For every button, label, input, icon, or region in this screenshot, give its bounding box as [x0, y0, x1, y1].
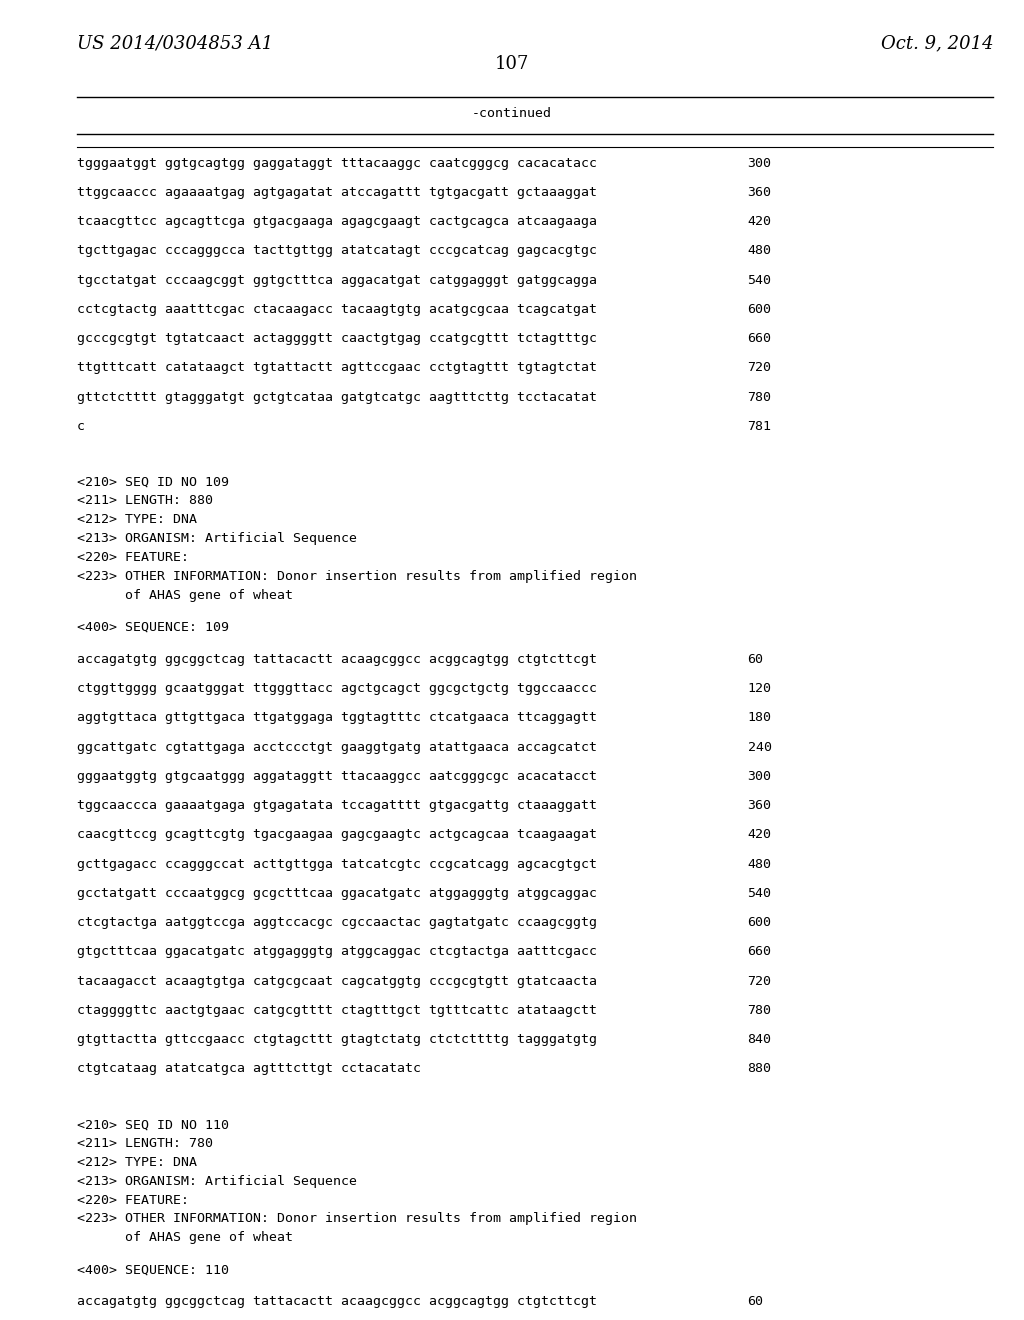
Text: gcccgcgtgt tgtatcaact actaggggtt caactgtgag ccatgcgttt tctagtttgc: gcccgcgtgt tgtatcaact actaggggtt caactgt… [77, 333, 597, 346]
Text: c: c [77, 420, 85, 433]
Text: <212> TYPE: DNA: <212> TYPE: DNA [77, 1156, 197, 1168]
Text: 120: 120 [748, 682, 771, 696]
Text: 480: 480 [748, 858, 771, 871]
Text: ctcgtactga aatggtccga aggtccacgc cgccaactac gagtatgatc ccaagcggtg: ctcgtactga aatggtccga aggtccacgc cgccaac… [77, 916, 597, 929]
Text: <211> LENGTH: 780: <211> LENGTH: 780 [77, 1137, 213, 1150]
Text: tcaacgttcc agcagttcga gtgacgaaga agagcgaagt cactgcagca atcaagaaga: tcaacgttcc agcagttcga gtgacgaaga agagcga… [77, 215, 597, 228]
Text: ttggcaaccc agaaaatgag agtgagatat atccagattt tgtgacgatt gctaaaggat: ttggcaaccc agaaaatgag agtgagatat atccaga… [77, 186, 597, 199]
Text: 420: 420 [748, 829, 771, 841]
Text: ctggttgggg gcaatgggat ttgggttacc agctgcagct ggcgctgctg tggccaaccc: ctggttgggg gcaatgggat ttgggttacc agctgca… [77, 682, 597, 696]
Text: ggcattgatc cgtattgaga acctccctgt gaaggtgatg atattgaaca accagcatct: ggcattgatc cgtattgaga acctccctgt gaaggtg… [77, 741, 597, 754]
Text: -continued: -continued [472, 107, 552, 120]
Text: Oct. 9, 2014: Oct. 9, 2014 [881, 34, 993, 51]
Text: tgcttgagac cccagggcca tacttgttgg atatcatagt cccgcatcag gagcacgtgc: tgcttgagac cccagggcca tacttgttgg atatcat… [77, 244, 597, 257]
Text: <220> FEATURE:: <220> FEATURE: [77, 1193, 188, 1206]
Text: 60: 60 [748, 1295, 764, 1308]
Text: 660: 660 [748, 333, 771, 346]
Text: US 2014/0304853 A1: US 2014/0304853 A1 [77, 34, 273, 51]
Text: gcctatgatt cccaatggcg gcgctttcaa ggacatgatc atggagggtg atggcaggac: gcctatgatt cccaatggcg gcgctttcaa ggacatg… [77, 887, 597, 900]
Text: <212> TYPE: DNA: <212> TYPE: DNA [77, 513, 197, 527]
Text: cctcgtactg aaatttcgac ctacaagacc tacaagtgtg acatgcgcaa tcagcatgat: cctcgtactg aaatttcgac ctacaagacc tacaagt… [77, 304, 597, 315]
Text: <223> OTHER INFORMATION: Donor insertion results from amplified region: <223> OTHER INFORMATION: Donor insertion… [77, 570, 637, 583]
Text: <400> SEQUENCE: 109: <400> SEQUENCE: 109 [77, 620, 228, 634]
Text: <220> FEATURE:: <220> FEATURE: [77, 550, 188, 564]
Text: <213> ORGANISM: Artificial Sequence: <213> ORGANISM: Artificial Sequence [77, 532, 356, 545]
Text: 660: 660 [748, 945, 771, 958]
Text: gcttgagacc ccagggccat acttgttgga tatcatcgtc ccgcatcagg agcacgtgct: gcttgagacc ccagggccat acttgttgga tatcatc… [77, 858, 597, 871]
Text: tgggaatggt ggtgcagtgg gaggataggt tttacaaggc caatcgggcg cacacatacc: tgggaatggt ggtgcagtgg gaggataggt tttacaa… [77, 157, 597, 170]
Text: accagatgtg ggcggctcag tattacactt acaagcggcc acggcagtgg ctgtcttcgt: accagatgtg ggcggctcag tattacactt acaagcg… [77, 653, 597, 667]
Text: gtgttactta gttccgaacc ctgtagcttt gtagtctatg ctctcttttg tagggatgtg: gtgttactta gttccgaacc ctgtagcttt gtagtct… [77, 1034, 597, 1047]
Text: 420: 420 [748, 215, 771, 228]
Text: 240: 240 [748, 741, 771, 754]
Text: gttctctttt gtagggatgt gctgtcataa gatgtcatgc aagtttcttg tcctacatat: gttctctttt gtagggatgt gctgtcataa gatgtca… [77, 391, 597, 404]
Text: 840: 840 [748, 1034, 771, 1047]
Text: caacgttccg gcagttcgtg tgacgaagaa gagcgaagtc actgcagcaa tcaagaagat: caacgttccg gcagttcgtg tgacgaagaa gagcgaa… [77, 829, 597, 841]
Text: 540: 540 [748, 273, 771, 286]
Text: <210> SEQ ID NO 110: <210> SEQ ID NO 110 [77, 1118, 228, 1131]
Text: 600: 600 [748, 916, 771, 929]
Text: 781: 781 [748, 420, 771, 433]
Text: 720: 720 [748, 362, 771, 375]
Text: 360: 360 [748, 186, 771, 199]
Text: accagatgtg ggcggctcag tattacactt acaagcggcc acggcagtgg ctgtcttcgt: accagatgtg ggcggctcag tattacactt acaagcg… [77, 1295, 597, 1308]
Text: <213> ORGANISM: Artificial Sequence: <213> ORGANISM: Artificial Sequence [77, 1175, 356, 1188]
Text: 480: 480 [748, 244, 771, 257]
Text: 60: 60 [748, 653, 764, 667]
Text: <400> SEQUENCE: 110: <400> SEQUENCE: 110 [77, 1263, 228, 1276]
Text: ttgtttcatt catataagct tgtattactt agttccgaac cctgtagttt tgtagtctat: ttgtttcatt catataagct tgtattactt agttccg… [77, 362, 597, 375]
Text: 300: 300 [748, 770, 771, 783]
Text: of AHAS gene of wheat: of AHAS gene of wheat [77, 589, 293, 602]
Text: 720: 720 [748, 974, 771, 987]
Text: <211> LENGTH: 880: <211> LENGTH: 880 [77, 495, 213, 507]
Text: aggtgttaca gttgttgaca ttgatggaga tggtagtttc ctcatgaaca ttcaggagtt: aggtgttaca gttgttgaca ttgatggaga tggtagt… [77, 711, 597, 725]
Text: 780: 780 [748, 391, 771, 404]
Text: ctaggggttc aactgtgaac catgcgtttt ctagtttgct tgtttcattc atataagctt: ctaggggttc aactgtgaac catgcgtttt ctagttt… [77, 1005, 597, 1016]
Text: 360: 360 [748, 799, 771, 812]
Text: <223> OTHER INFORMATION: Donor insertion results from amplified region: <223> OTHER INFORMATION: Donor insertion… [77, 1213, 637, 1225]
Text: 600: 600 [748, 304, 771, 315]
Text: 180: 180 [748, 711, 771, 725]
Text: tggcaaccca gaaaatgaga gtgagatata tccagatttt gtgacgattg ctaaaggatt: tggcaaccca gaaaatgaga gtgagatata tccagat… [77, 799, 597, 812]
Text: 300: 300 [748, 157, 771, 170]
Text: 880: 880 [748, 1063, 771, 1076]
Text: <210> SEQ ID NO 109: <210> SEQ ID NO 109 [77, 475, 228, 488]
Text: ctgtcataag atatcatgca agtttcttgt cctacatatc: ctgtcataag atatcatgca agtttcttgt cctacat… [77, 1063, 421, 1076]
Text: gggaatggtg gtgcaatggg aggataggtt ttacaaggcc aatcgggcgc acacatacct: gggaatggtg gtgcaatggg aggataggtt ttacaag… [77, 770, 597, 783]
Text: tgcctatgat cccaagcggt ggtgctttca aggacatgat catggagggt gatggcagga: tgcctatgat cccaagcggt ggtgctttca aggacat… [77, 273, 597, 286]
Text: 540: 540 [748, 887, 771, 900]
Text: of AHAS gene of wheat: of AHAS gene of wheat [77, 1232, 293, 1245]
Text: 780: 780 [748, 1005, 771, 1016]
Text: gtgctttcaa ggacatgatc atggagggtg atggcaggac ctcgtactga aatttcgacc: gtgctttcaa ggacatgatc atggagggtg atggcag… [77, 945, 597, 958]
Text: tacaagacct acaagtgtga catgcgcaat cagcatggtg cccgcgtgtt gtatcaacta: tacaagacct acaagtgtga catgcgcaat cagcatg… [77, 974, 597, 987]
Text: 107: 107 [495, 55, 529, 73]
